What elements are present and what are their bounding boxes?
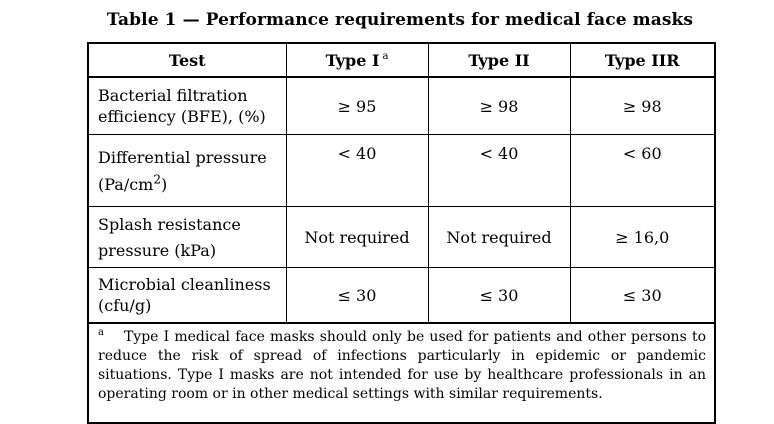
test-name-line: pressure (kPa) xyxy=(98,240,217,260)
footnote-reference-mark: a xyxy=(382,51,389,63)
header-type2r-label: Type IIR xyxy=(604,50,680,70)
type1-value: ≤ 30 xyxy=(285,267,429,324)
test-cell: Splash resistance pressure (kPa) xyxy=(87,206,287,268)
type2r-value: < 60 xyxy=(569,134,716,207)
footnote: a Type I medical face masks should only b… xyxy=(87,322,716,424)
test-cell: Bacterial filtration efficiency (BFE), (… xyxy=(87,76,287,135)
type2r-value: ≤ 30 xyxy=(569,267,716,324)
test-name-line: Differential pressure xyxy=(98,147,267,167)
table-row: Differential pressure (Pa/cm2) < 40 < 40… xyxy=(87,134,716,207)
header-type2: Type II xyxy=(427,42,571,78)
header-test-label: Test xyxy=(168,50,206,70)
unit-close: ) xyxy=(161,174,168,194)
footnote-row: a Type I medical face masks should only b… xyxy=(87,322,716,424)
test-name-line: Splash resistance xyxy=(98,214,241,234)
type2-value: ≤ 30 xyxy=(427,267,571,324)
type1-value: < 40 xyxy=(285,134,429,207)
table-row: Splash resistance pressure (kPa) Not req… xyxy=(87,206,716,268)
header-type1-label: Type I xyxy=(325,50,380,70)
test-cell: Microbial cleanliness (cfu/g) xyxy=(87,267,287,324)
table-title: Table 1 — Performance requirements for m… xyxy=(106,10,694,30)
footnote-text: Type I medical face masks should only be… xyxy=(98,329,706,402)
test-name-line: (cfu/g) xyxy=(98,296,152,315)
header-test: Test xyxy=(87,42,287,78)
type2-value: < 40 xyxy=(427,134,571,207)
type1-value: ≥ 95 xyxy=(285,76,429,135)
table-row: Microbial cleanliness (cfu/g) ≤ 30 ≤ 30 … xyxy=(87,267,716,324)
header-type2-label: Type II xyxy=(468,50,530,70)
type2-value: Not required xyxy=(427,206,571,268)
unit-text: (Pa/cm xyxy=(98,174,154,194)
test-name-line: efficiency (BFE), (%) xyxy=(98,107,266,126)
footnote-mark: a xyxy=(98,327,104,339)
test-cell: Differential pressure (Pa/cm2) xyxy=(87,134,287,207)
table-row: Bacterial filtration efficiency (BFE), (… xyxy=(87,76,716,135)
test-name-line: Bacterial filtration xyxy=(98,86,248,105)
type2r-value: ≥ 98 xyxy=(569,76,716,135)
test-name-line: (Pa/cm2) xyxy=(98,172,286,195)
header-type2r: Type IIR xyxy=(569,42,716,78)
type1-value: Not required xyxy=(285,206,429,268)
test-name-line: Microbial cleanliness xyxy=(98,275,271,294)
unit-exponent: 2 xyxy=(153,172,161,187)
type2-value: ≥ 98 xyxy=(427,76,571,135)
type2r-value: ≥ 16,0 xyxy=(569,206,716,268)
